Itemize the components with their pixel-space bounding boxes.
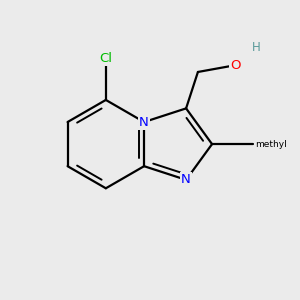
Text: Cl: Cl [99,52,112,65]
Text: N: N [181,173,191,186]
Text: O: O [230,59,241,72]
Text: methyl: methyl [255,140,286,148]
Text: N: N [139,116,149,128]
Text: H: H [252,41,261,54]
